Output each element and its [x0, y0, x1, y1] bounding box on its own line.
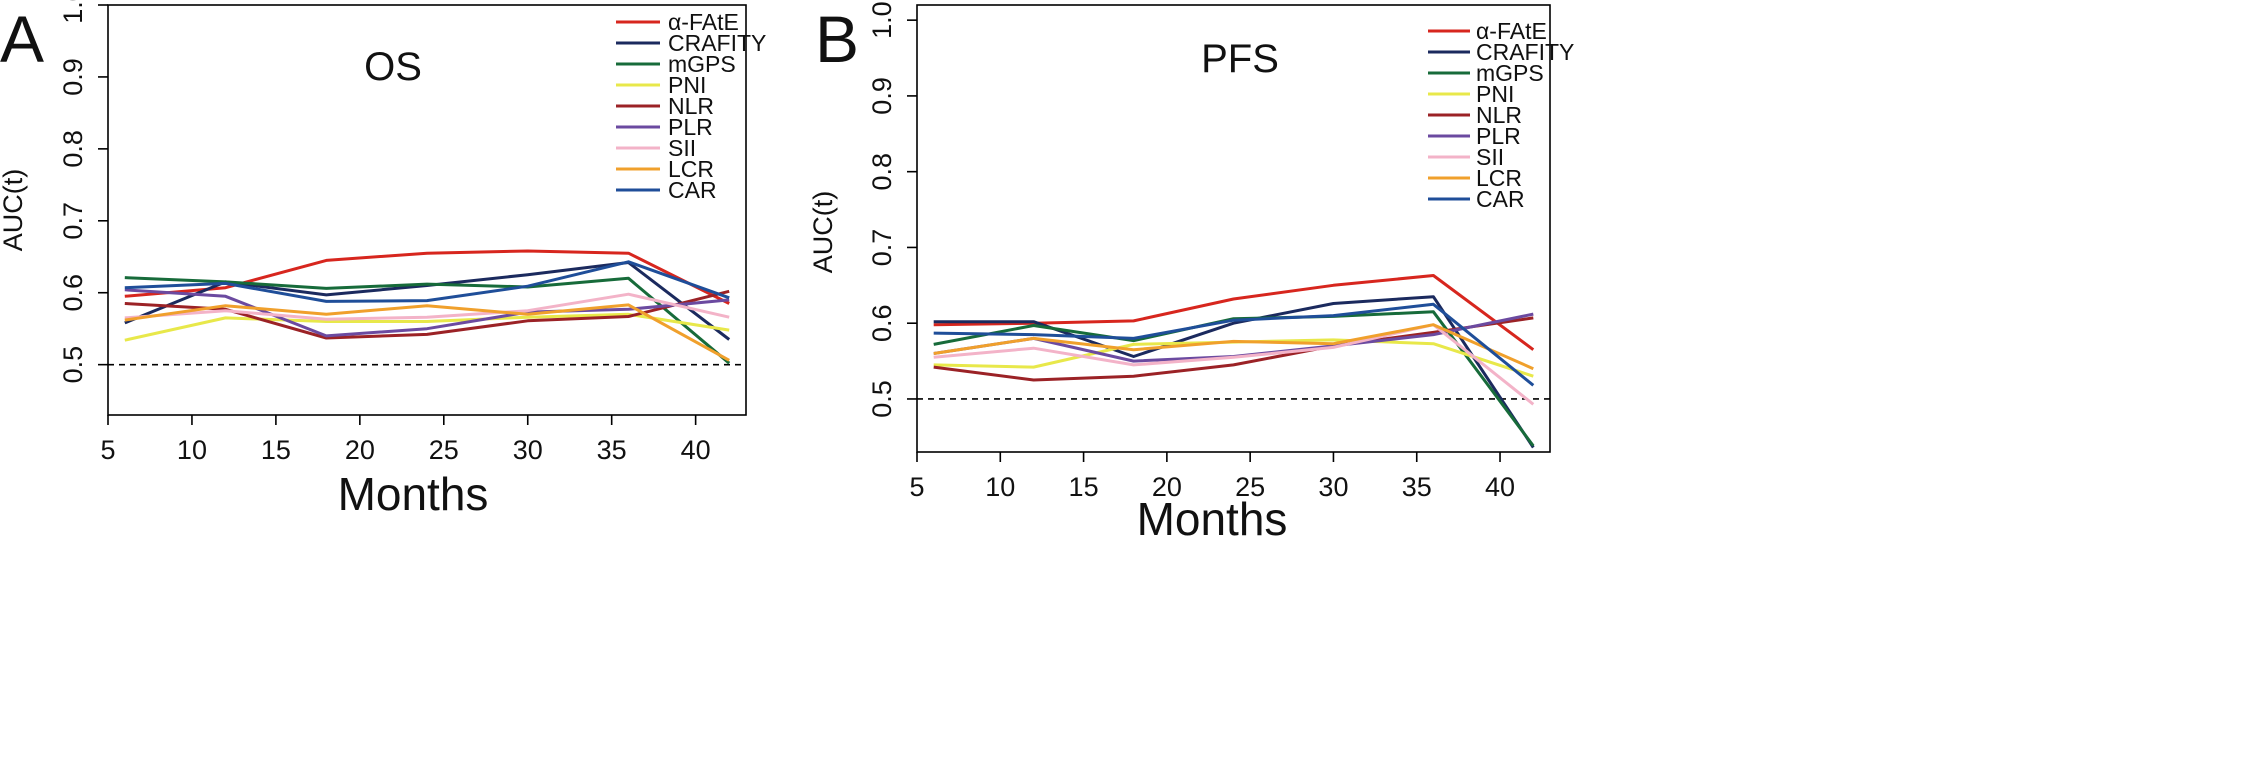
series-line	[124, 249, 730, 305]
legend-label: NLR	[668, 93, 714, 119]
series-line	[124, 303, 730, 362]
x-tick-label: 10	[985, 472, 1015, 502]
legend-label: CAR	[668, 177, 717, 203]
x-tick-label: 30	[513, 435, 543, 465]
series-line	[124, 289, 730, 340]
x-axis-title: Months	[1137, 493, 1288, 545]
y-tick-label: 0.9	[867, 77, 897, 115]
legend-label: SII	[668, 135, 696, 161]
legend-label: PNI	[668, 72, 706, 98]
legend-label: SII	[1476, 144, 1504, 170]
y-tick-label: 0.8	[867, 153, 897, 191]
y-axis-title: AUC(t)	[808, 191, 838, 274]
legend-label: α-FAtE	[1476, 18, 1547, 44]
series-line	[124, 260, 730, 303]
y-tick-label: 0.8	[58, 130, 88, 168]
x-tick-label: 25	[1235, 472, 1265, 502]
y-tick-label: 0.7	[867, 229, 897, 267]
series-line	[933, 323, 1534, 371]
y-tick-label: 0.9	[58, 58, 88, 96]
legend-label: α-FAtE	[668, 9, 739, 35]
series-line	[933, 302, 1535, 387]
x-tick-label: 15	[1069, 472, 1099, 502]
legend-label: NLR	[1476, 102, 1522, 128]
y-tick-label: 1.0	[867, 1, 897, 39]
legend-label: PLR	[668, 114, 713, 140]
y-tick-label: 1.0	[58, 0, 88, 24]
series-line	[124, 312, 730, 342]
panel-letter: B	[815, 2, 859, 76]
y-axis-title: AUC(t)	[0, 169, 28, 252]
x-tick-label: 15	[261, 435, 291, 465]
series-line	[124, 288, 730, 338]
plot-frame	[916, 4, 1551, 453]
legend-label: CAR	[1476, 186, 1525, 212]
series-line	[933, 295, 1535, 449]
x-tick-label: 40	[681, 435, 711, 465]
legend-label: LCR	[1476, 165, 1522, 191]
panel-title: OS	[364, 45, 422, 89]
x-tick-label: 20	[1152, 472, 1182, 502]
x-tick-label: 5	[100, 435, 115, 465]
series-line	[124, 276, 731, 365]
plot-frame	[107, 4, 747, 416]
x-tick-label: 30	[1318, 472, 1348, 502]
y-tick-label: 0.7	[58, 202, 88, 240]
x-tick-label: 20	[345, 435, 375, 465]
legend-label: PLR	[1476, 123, 1521, 149]
panel-a: 0.50.60.70.80.91.05 10 15 20 25 30 35 40α-FAtEC…	[0, 0, 766, 520]
series-line	[124, 292, 730, 321]
legend-label: LCR	[668, 156, 714, 182]
legend-label: PNI	[1476, 81, 1514, 107]
x-tick-label: 5	[909, 472, 924, 502]
y-tick-label: 0.5	[58, 346, 88, 384]
y-tick-label: 0.6	[867, 304, 897, 342]
y-tick-label: 0.5	[867, 380, 897, 418]
legend-label: CRAFITY	[668, 30, 766, 56]
panel-b: 0.50.60.70.80.91.05 10 15 20 25 30 35 40α-FAtEC…	[808, 1, 1574, 545]
x-tick-label: 25	[429, 435, 459, 465]
legend-label: mGPS	[1476, 60, 1544, 86]
x-axis-title: Months	[338, 468, 489, 520]
x-tick-label: 10	[177, 435, 207, 465]
legend-label: CRAFITY	[1476, 39, 1574, 65]
x-tick-label: 35	[597, 435, 627, 465]
legend-label: mGPS	[668, 51, 736, 77]
x-tick-label: 35	[1402, 472, 1432, 502]
panel-title: PFS	[1201, 37, 1279, 81]
y-tick-label: 0.6	[58, 274, 88, 312]
x-tick-label: 40	[1485, 472, 1515, 502]
panel-letter: A	[0, 2, 44, 76]
series-line	[933, 316, 1534, 382]
